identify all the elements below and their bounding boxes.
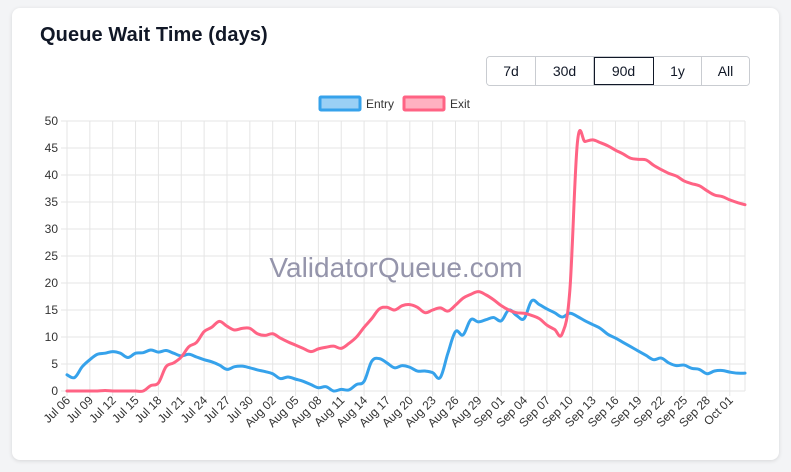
watermark-text: ValidatorQueue.com bbox=[269, 252, 522, 283]
legend-item-exit[interactable]: Exit bbox=[402, 95, 471, 112]
y-tick-label: 45 bbox=[45, 141, 59, 155]
chart-grid bbox=[61, 120, 746, 396]
range-button-1y[interactable]: 1y bbox=[654, 57, 702, 85]
legend-item-entry[interactable]: Entry bbox=[318, 95, 394, 112]
y-tick-label: 25 bbox=[45, 249, 59, 263]
chart-card: Queue Wait Time (days) 7d 30d 90d 1y All bbox=[12, 8, 779, 460]
y-tick-label: 30 bbox=[45, 222, 59, 236]
y-tick-label: 10 bbox=[45, 330, 59, 344]
range-button-90d[interactable]: 90d bbox=[594, 57, 654, 85]
range-button-30d[interactable]: 30d bbox=[536, 57, 594, 85]
legend-swatch-exit bbox=[402, 95, 446, 112]
y-tick-label: 15 bbox=[45, 303, 59, 317]
legend: Entry Exit bbox=[318, 95, 471, 112]
y-tick-label: 20 bbox=[45, 276, 59, 290]
y-tick-label: 0 bbox=[51, 384, 58, 398]
chart-series bbox=[65, 129, 747, 393]
legend-label-exit: Exit bbox=[450, 97, 471, 111]
y-tick-label: 50 bbox=[45, 114, 59, 128]
y-tick-label: 35 bbox=[45, 195, 59, 209]
range-button-7d[interactable]: 7d bbox=[487, 57, 536, 85]
legend-label-entry: Entry bbox=[366, 97, 394, 111]
y-tick-label: 40 bbox=[45, 168, 59, 182]
range-button-all[interactable]: All bbox=[702, 57, 749, 85]
chart-title: Queue Wait Time (days) bbox=[40, 24, 268, 46]
series-entry-line[interactable] bbox=[65, 298, 747, 393]
time-range-selector: 7d 30d 90d 1y All bbox=[486, 56, 750, 86]
y-tick-label: 5 bbox=[51, 357, 58, 371]
legend-swatch-entry bbox=[318, 95, 362, 112]
series-exit-line[interactable] bbox=[65, 129, 747, 393]
y-axis: 0 5 10 15 20 25 30 35 40 45 50 bbox=[45, 114, 59, 398]
